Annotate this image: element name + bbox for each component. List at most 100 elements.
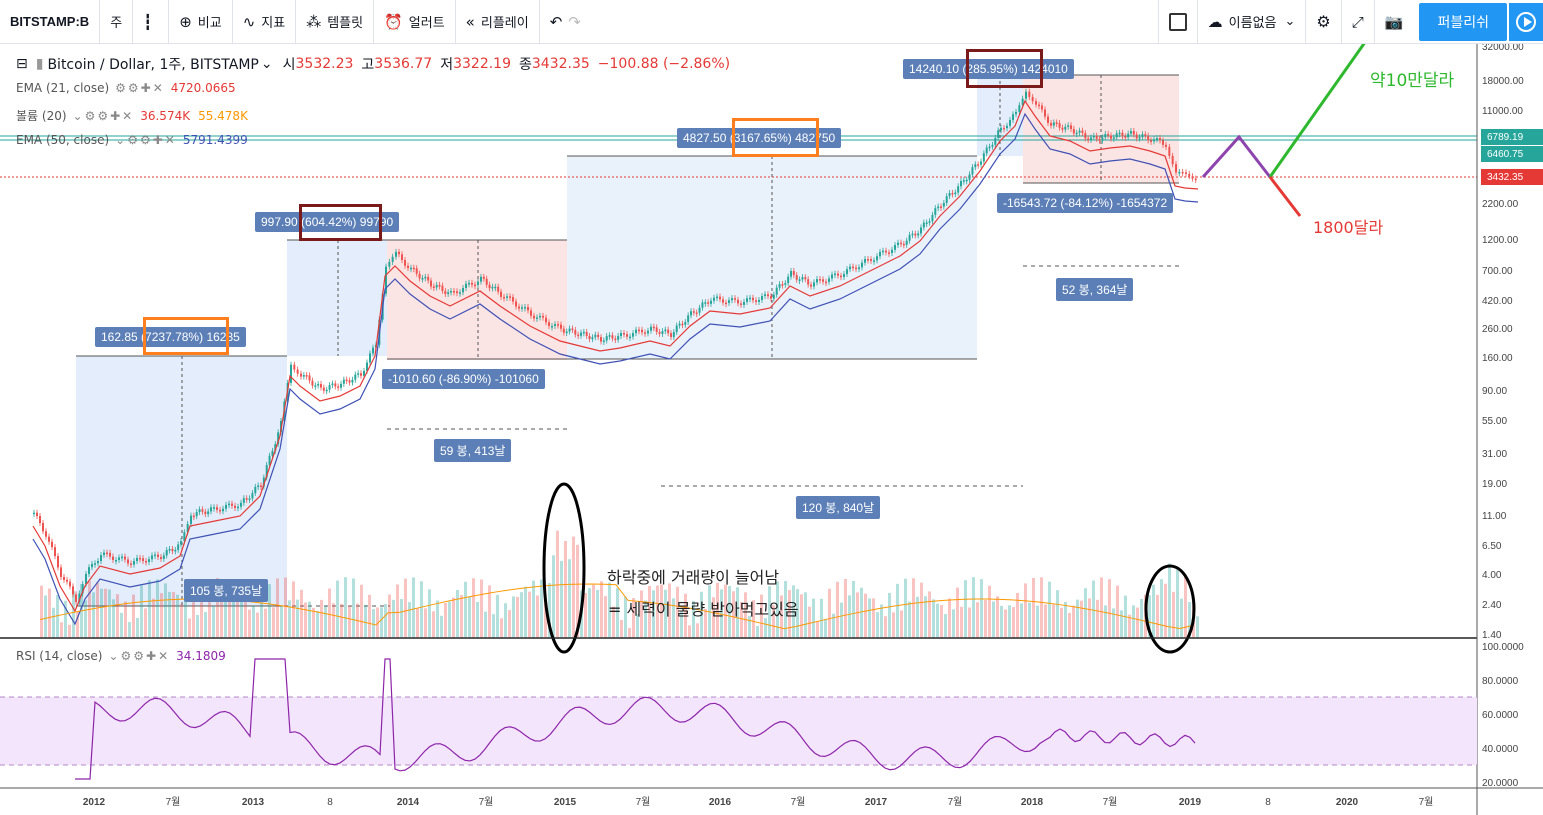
study-buttons-icon[interactable]: ⚙⚙✚✕ <box>115 81 165 95</box>
volume-bar <box>708 585 711 637</box>
volume-bar <box>284 577 287 637</box>
measure-label-3[interactable]: 4827.50 (3167.65%) 482750 <box>677 128 842 148</box>
candle-body <box>951 193 954 195</box>
volume-bar <box>888 592 891 637</box>
candle-body <box>713 297 715 301</box>
candle-body <box>293 364 296 370</box>
ema50-legend[interactable]: EMA (50, close) ⌄⚙⚙✚✕ 5791.4399 <box>16 133 248 147</box>
candle-body <box>597 334 600 338</box>
candle-body <box>891 249 893 253</box>
layout-name-button[interactable]: ☁ 이름없음 ⌄ <box>1198 0 1307 44</box>
candle-body <box>784 283 787 285</box>
time-axis: 2012 7월 2013 8 2014 7월 2015 7월 2016 7월 2017 7월 2018 7… <box>83 796 1434 808</box>
ema21-legend[interactable]: EMA (21, close) ⚙⚙✚✕ 4720.0665 <box>16 81 236 95</box>
candle-body <box>366 362 368 371</box>
volume-legend[interactable]: 볼륨 (20) ⌄⚙⚙✚✕ 36.574K 55.478K <box>16 107 248 124</box>
drop-label-1[interactable]: -1010.60 (-86.90%) -101060 <box>382 369 545 389</box>
candle-body <box>240 502 242 507</box>
volume-bar <box>868 598 871 637</box>
study-buttons-icon[interactable]: ⌄⚙⚙✚✕ <box>72 108 135 123</box>
candle-body <box>1064 126 1067 130</box>
candle-body <box>687 315 690 323</box>
candle-body <box>139 557 141 560</box>
volume-bar <box>384 603 387 637</box>
undo-button[interactable]: ↶ ↷ <box>540 0 591 44</box>
settings-button[interactable]: ⚙ <box>1306 0 1342 44</box>
candle-body <box>1012 114 1014 120</box>
measure-label-4[interactable]: 14240.10 (285.95%) 1424010 <box>903 59 1074 79</box>
drop-label-2[interactable]: -16543.72 (-84.12%) -1654372 <box>997 193 1174 213</box>
candle-body <box>551 325 553 328</box>
note-text-2[interactable]: = 세력이 물량 받아먹고있음 <box>608 600 799 619</box>
time-axis-label: 2014 <box>397 797 420 808</box>
candle-body <box>174 549 177 552</box>
collapse-icon[interactable]: ⊟ <box>16 56 28 72</box>
study-buttons-icon[interactable]: ⌄⚙⚙✚✕ <box>108 649 171 663</box>
templates-button[interactable]: ⁂ 템플릿 <box>296 0 375 44</box>
candle-body <box>219 509 221 512</box>
snapshot-button[interactable]: 📷 <box>1375 0 1414 44</box>
duration-label-4[interactable]: 52 봉, 364날 <box>1056 278 1134 301</box>
volume-bar <box>196 615 199 637</box>
target-up-text[interactable]: 약10만달라 <box>1370 71 1455 91</box>
candle-body <box>545 317 547 323</box>
chart-type-button[interactable]: ┇ <box>133 0 170 44</box>
chart-canvas[interactable]: 32000.00 18000.00 11000.00 2200.00 1200.00 70… <box>0 44 1543 815</box>
duration-label-2[interactable]: 59 봉, 413날 <box>434 439 512 462</box>
volume-bar <box>956 587 959 637</box>
volume-bar <box>440 615 443 637</box>
volume-bar <box>224 579 227 637</box>
replay-button[interactable]: « 리플레이 <box>456 0 540 44</box>
candle-body <box>242 498 245 503</box>
target-down-text[interactable]: 1800달라 <box>1313 218 1384 237</box>
duration-label-1[interactable]: 105 봉, 735날 <box>184 579 269 602</box>
candle-body <box>716 296 718 299</box>
redo-icon[interactable]: ↷ <box>568 12 581 31</box>
candle-body <box>1087 138 1090 140</box>
volume-bar <box>772 605 775 637</box>
candle-body <box>968 174 971 180</box>
interval-button[interactable]: 주 <box>100 0 134 44</box>
measure-label-2[interactable]: 997.90 (604.42%) 99790 <box>255 212 400 232</box>
candle-body <box>320 384 322 388</box>
volume-bar <box>1136 607 1139 637</box>
compare-button[interactable]: ⊕ 비교 <box>169 0 233 44</box>
candle-body <box>557 324 559 326</box>
note-text-1[interactable]: 하락중에 거래량이 늘어남 <box>607 568 780 587</box>
volume-bar <box>696 623 699 637</box>
chart-area[interactable]: 32000.00 18000.00 11000.00 2200.00 1200.00 70… <box>0 44 1543 815</box>
candle-body <box>1191 176 1194 179</box>
candle-body <box>1171 155 1174 165</box>
volume-bar <box>92 592 95 637</box>
candle-body <box>608 335 611 337</box>
candle-body <box>441 285 444 291</box>
candle-body <box>1038 104 1040 107</box>
volume-bar <box>1104 605 1107 637</box>
rsi-legend[interactable]: RSI (14, close) ⌄⚙⚙✚✕ 34.1809 <box>16 649 226 663</box>
volume-bar <box>748 615 751 637</box>
volume-bar <box>724 584 727 637</box>
study-buttons-icon[interactable]: ⌄⚙⚙✚✕ <box>115 133 177 147</box>
candle-body <box>795 275 798 280</box>
candle-body <box>237 506 239 509</box>
play-button[interactable] <box>1509 2 1543 41</box>
volume-bar <box>636 613 639 637</box>
candle-body <box>509 296 511 298</box>
legend-title[interactable]: Bitcoin / Dollar, 1주, BITSTAMP <box>47 57 259 73</box>
fullscreen-toggle[interactable] <box>1157 0 1198 44</box>
volume-bar <box>968 607 971 637</box>
volume-bar <box>208 581 211 637</box>
measure-label-1[interactable]: 162.85 (7237.78%) 16285 <box>95 327 246 347</box>
candle-body <box>982 153 985 162</box>
volume-bar <box>760 594 763 637</box>
maximize-button[interactable]: ⤢ <box>1342 0 1375 44</box>
indicators-button[interactable]: ∿ 지표 <box>233 0 297 44</box>
candle-body <box>722 299 724 303</box>
alert-button[interactable]: ⏰ 얼러트 <box>374 0 456 44</box>
time-axis-label: 7월 <box>1419 796 1434 808</box>
duration-label-3[interactable]: 120 봉, 840날 <box>796 496 881 519</box>
price-axis-label: 2.40 <box>1482 600 1502 611</box>
publish-button[interactable]: 퍼블리쉬 <box>1419 2 1507 41</box>
candle-body <box>582 331 585 334</box>
symbol-search[interactable]: BITSTAMP:B <box>0 0 101 44</box>
